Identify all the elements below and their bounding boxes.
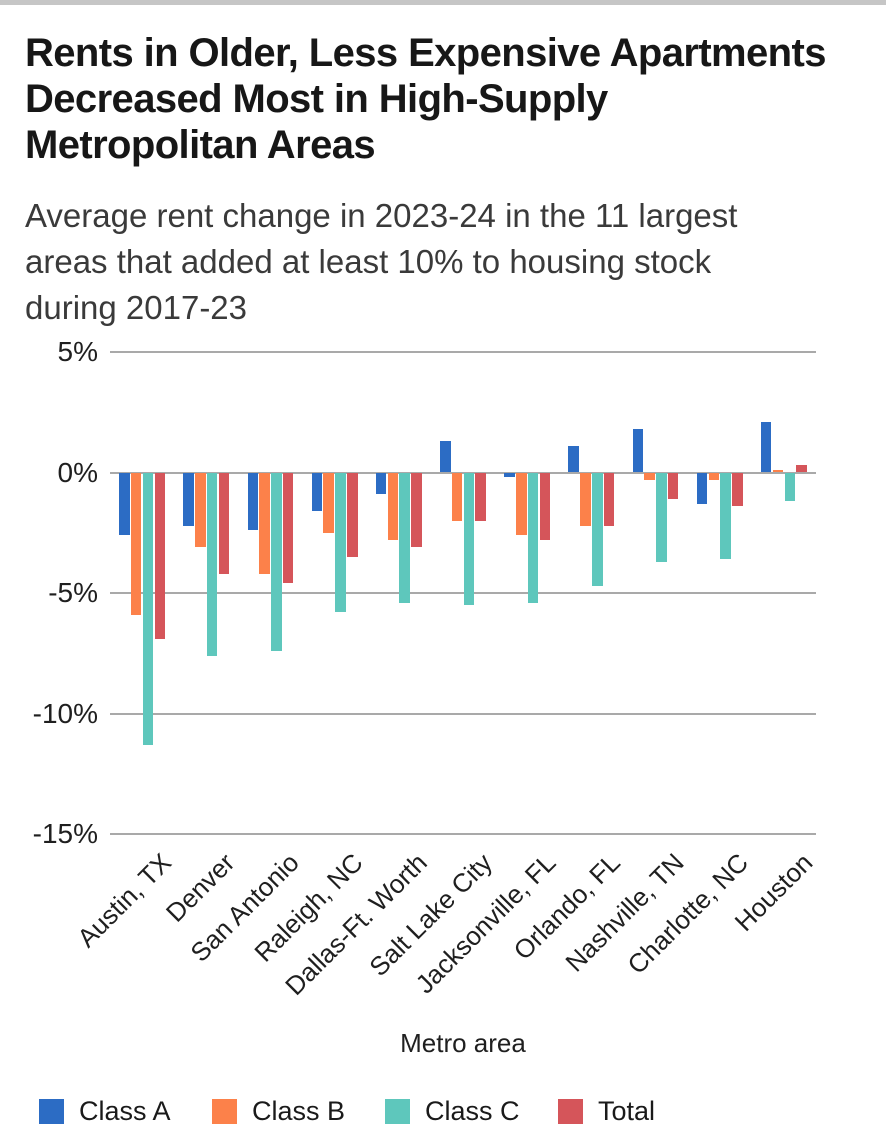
y-tick-label: -15%	[32, 818, 98, 849]
gridline--5pct	[110, 592, 816, 594]
bar-austin-tx-class-a	[119, 472, 130, 536]
top-accent-bar	[0, 0, 886, 5]
bar-orlando-fl-class-a	[568, 445, 579, 473]
bar-san-antonio-total	[282, 472, 294, 584]
bar-houston-total	[796, 465, 807, 473]
legend: Class A Class B Class C Total	[0, 1098, 886, 1128]
chart-title: Rents in Older, Less Expensive Apartment…	[25, 30, 870, 168]
legend-label-total: Total	[598, 1096, 656, 1126]
bar-dallas-ft-worth-class-a	[375, 472, 387, 495]
bar-charlotte-nc-class-a	[696, 472, 708, 504]
bar-raleigh-nc-total	[347, 472, 358, 557]
bar-jacksonville-fl-class-b	[516, 472, 527, 536]
legend-label-class-a: Class A	[79, 1096, 171, 1126]
bar-orlando-fl-class-b	[580, 472, 591, 526]
bar-salt-lake-city-class-a	[440, 441, 451, 473]
bar-nashville-tn-total	[667, 472, 679, 499]
legend-label-class-b: Class B	[252, 1096, 346, 1126]
bar-salt-lake-city-total	[475, 472, 486, 521]
legend-swatch-class-a	[39, 1099, 64, 1124]
bar-nashville-tn-class-a	[632, 429, 644, 473]
bar-denver-class-a	[183, 472, 194, 526]
bar-austin-tx-class-c	[142, 472, 154, 745]
bar-orlando-fl-total	[603, 472, 615, 526]
bar-jacksonville-fl-class-c	[527, 472, 539, 603]
gridline-5pct	[110, 351, 816, 353]
x-axis-title: Metro area	[400, 1028, 526, 1058]
y-tick-label: -5%	[48, 577, 98, 608]
bar-raleigh-nc-class-a	[311, 472, 323, 512]
bar-san-antonio-class-c	[271, 472, 282, 651]
legend-swatch-class-c	[385, 1099, 410, 1124]
bar-denver-total	[218, 472, 230, 574]
bar-denver-class-c	[206, 472, 218, 656]
bar-salt-lake-city-class-c	[463, 472, 475, 606]
bar-san-antonio-class-b	[259, 472, 270, 574]
bar-nashville-tn-class-c	[656, 472, 667, 562]
chart-title-line-3: Metropolitan Areas	[25, 122, 376, 167]
chart-subtitle-line-2: areas that added at least 10% to housing…	[25, 243, 712, 280]
bar-dallas-ft-worth-total	[411, 472, 422, 548]
bar-dallas-ft-worth-class-c	[399, 472, 410, 603]
y-tick-label: 5%	[57, 336, 98, 367]
bar-charlotte-nc-class-b	[708, 472, 720, 480]
y-tick-label: -10%	[32, 697, 98, 729]
y-tick-label: 0%	[57, 456, 98, 488]
chart-subtitle-line-1: Average rent change in 2023-24 in the 11…	[25, 197, 738, 234]
bar-houston-class-a	[760, 421, 772, 473]
bar-austin-tx-total	[154, 472, 166, 639]
bar-salt-lake-city-class-b	[451, 472, 463, 521]
gridline--15pct	[110, 833, 816, 835]
gridline--10pct	[110, 712, 816, 715]
legend-swatch-total	[558, 1099, 583, 1124]
bar-san-antonio-class-a	[247, 472, 258, 531]
bar-jacksonville-fl-total	[539, 472, 551, 540]
bar-charlotte-nc-total	[732, 472, 743, 507]
bar-raleigh-nc-class-b	[323, 472, 334, 533]
legend-label-class-c: Class C	[425, 1096, 520, 1126]
bar-dallas-ft-worth-class-b	[387, 472, 399, 540]
chart-title-line-2: Decreased Most in High-Supply	[25, 76, 608, 121]
bar-orlando-fl-class-c	[592, 472, 603, 586]
chart-title-line-1: Rents in Older, Less Expensive Apartment…	[25, 30, 826, 75]
x-tick-label-austin-tx: Austin, TX	[70, 847, 177, 953]
bar-charlotte-nc-class-c	[720, 472, 731, 560]
bar-austin-tx-class-b	[130, 472, 142, 615]
chart-subtitle-line-3: during 2017-23	[25, 289, 248, 326]
bar-denver-class-b	[195, 472, 206, 548]
bar-raleigh-nc-class-c	[335, 472, 346, 613]
gridline-0pct	[110, 471, 816, 474]
legend-swatch-class-b	[212, 1099, 237, 1124]
chart-subtitle: Average rent change in 2023-24 in the 11…	[25, 193, 870, 331]
bar-jacksonville-fl-class-a	[504, 472, 515, 478]
bar-houston-class-b	[772, 470, 784, 473]
bar-nashville-tn-class-b	[644, 472, 655, 480]
bar-houston-class-c	[784, 472, 796, 502]
